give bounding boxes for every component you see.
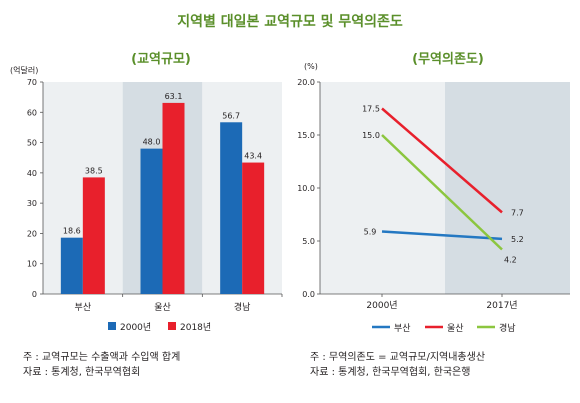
y-tick-label: 0: [32, 290, 37, 299]
y-tick-label: 20: [27, 229, 37, 238]
series-line: [381, 107, 503, 214]
bar-data-label: 63.1: [165, 92, 183, 101]
bar-chart-notes: 주 : 교역규모는 수출액과 수입액 합계 자료 : 통계청, 한국무역협회: [23, 350, 180, 380]
legend-label: 경남: [499, 322, 516, 334]
series-line: [381, 134, 503, 251]
x-tick-label: 2017년: [486, 300, 517, 311]
bar-data-label: 43.4: [244, 152, 262, 161]
y-tick-label: 70: [27, 78, 37, 87]
bar: [82, 177, 105, 294]
y-tick-label: 30: [27, 199, 37, 208]
plot-band: [320, 82, 445, 294]
bar-chart-title: (교역규모): [131, 52, 191, 67]
y-tick-label: 0.0: [302, 290, 315, 299]
trade-dependency-line-chart: (%) 0.0 5.0 10.0 15.0 20.0 2000년 2017년 5.9 5.2 17.…: [297, 62, 570, 334]
line-chart-source: 자료 : 통계청, 한국무역협회, 한국은행: [310, 367, 471, 378]
bar: [140, 148, 163, 294]
line-data-label: 5.9: [364, 227, 377, 236]
bar-data-label: 48.0: [143, 138, 161, 147]
legend-label: 2018년: [180, 322, 211, 333]
bar-data-label: 38.5: [85, 166, 103, 175]
y-tick-label: 60: [27, 108, 37, 117]
legend-label: 부산: [394, 323, 411, 334]
line-chart-notes: 주 : 무역의존도 = 교역규모/지역내총생산 자료 : 통계청, 한국무역협회…: [310, 350, 485, 380]
line-data-label: 4.2: [504, 255, 517, 264]
series-line: [381, 230, 503, 241]
legend-label: 울산: [447, 323, 464, 334]
line-data-label: 5.2: [511, 235, 524, 244]
page-title: 지역별 대일본 교역규모 및 무역의존도: [177, 14, 403, 30]
bar: [242, 162, 265, 294]
y-tick-label: 50: [27, 139, 37, 148]
legend-swatch: [108, 322, 116, 330]
bar-chart-note: 주 : 교역규모는 수출액과 수입액 합계: [23, 352, 181, 363]
y-tick-label: 10: [27, 260, 37, 269]
y-tick-label: 20.0: [297, 78, 315, 87]
bar-chart-source: 자료 : 통계청, 한국무역협회: [23, 367, 141, 378]
bar-data-label: 18.6: [63, 227, 81, 236]
bar: [220, 122, 243, 294]
x-tick-label: 울산: [154, 302, 171, 313]
line-data-label: 17.5: [362, 105, 380, 114]
bar-data-label: 56.7: [222, 111, 240, 120]
plot-band: [445, 82, 570, 294]
legend-label: 2000년: [120, 322, 151, 333]
y-tick-label: 5.0: [302, 237, 315, 246]
line-data-label: 7.7: [511, 208, 524, 217]
y-axis-label: (억달러): [10, 65, 38, 75]
x-tick-label: 2000년: [366, 300, 397, 311]
trade-volume-bar-chart: (억달러) 0 10 20 30 40 50 60 70 18.6 38.5 부산 48.0 63.1 울산…: [10, 65, 283, 333]
line-chart-note: 주 : 무역의존도 = 교역규모/지역내총생산: [310, 352, 486, 363]
legend-swatch: [168, 322, 176, 330]
y-tick-label: 40: [27, 169, 37, 178]
x-tick-label: 경남: [234, 301, 251, 313]
y-axis-label: (%): [304, 62, 318, 71]
line-data-label: 15.0: [362, 131, 380, 140]
bar: [60, 237, 83, 294]
y-tick-label: 10.0: [297, 184, 315, 193]
y-tick-label: 15.0: [297, 131, 315, 140]
x-tick-label: 부산: [75, 302, 92, 313]
bar: [162, 102, 185, 294]
line-chart-title: (무역의존도): [412, 52, 484, 67]
